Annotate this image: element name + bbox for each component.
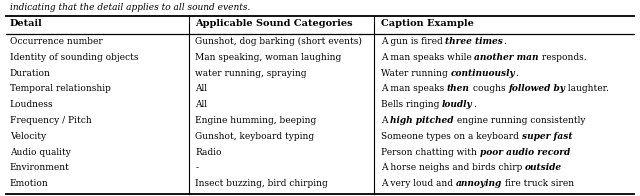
Text: laughter.: laughter. [565,84,609,93]
Text: Environment: Environment [10,163,70,172]
Text: -: - [195,163,198,172]
Text: high pitched: high pitched [390,116,454,125]
Text: Gunshot, dog barking (short events): Gunshot, dog barking (short events) [195,37,362,46]
Text: A man speaks: A man speaks [381,84,447,93]
Text: fire truck siren: fire truck siren [502,179,574,188]
Text: Occurrence number: Occurrence number [10,37,102,46]
Text: Water running: Water running [381,69,451,78]
Text: .: . [503,37,506,46]
Text: super fast: super fast [522,132,572,141]
Text: Man speaking, woman laughing: Man speaking, woman laughing [195,53,342,62]
Text: another man: another man [474,53,539,62]
Text: then: then [447,84,470,93]
Text: responds.: responds. [539,53,586,62]
Text: Someone types on a keyboard: Someone types on a keyboard [381,132,522,141]
Text: Gunshot, keyboard typing: Gunshot, keyboard typing [195,132,314,141]
Text: Bells ringing: Bells ringing [381,100,442,109]
Text: Insect buzzing, bird chirping: Insect buzzing, bird chirping [195,179,328,188]
Text: Audio quality: Audio quality [10,148,70,157]
Text: annoying: annoying [456,179,502,188]
Text: Duration: Duration [10,69,51,78]
Text: Person chatting with: Person chatting with [381,148,479,157]
Text: continuously: continuously [451,69,515,78]
Text: All: All [195,84,207,93]
Text: A: A [381,116,390,125]
Text: Engine humming, beeping: Engine humming, beeping [195,116,316,125]
Text: Frequency / Pitch: Frequency / Pitch [10,116,92,125]
Text: Applicable Sound Categories: Applicable Sound Categories [195,19,353,28]
Text: A man speaks while: A man speaks while [381,53,474,62]
Text: Loudness: Loudness [10,100,53,109]
Text: water running, spraying: water running, spraying [195,69,307,78]
Text: three times: three times [445,37,503,46]
Text: A very loud and: A very loud and [381,179,456,188]
Text: followed by: followed by [508,84,565,93]
Text: Emotion: Emotion [10,179,49,188]
Text: Velocity: Velocity [10,132,45,141]
Text: Temporal relationship: Temporal relationship [10,84,111,93]
Text: loudly: loudly [442,100,473,109]
Text: A gun is fired: A gun is fired [381,37,445,46]
Text: A horse neighs and birds chirp: A horse neighs and birds chirp [381,163,525,172]
Text: Identity of sounding objects: Identity of sounding objects [10,53,138,62]
Text: poor audio record: poor audio record [479,148,570,157]
Text: Radio: Radio [195,148,221,157]
Text: .: . [473,100,476,109]
Text: .: . [515,69,518,78]
Text: All: All [195,100,207,109]
Text: Caption Example: Caption Example [381,19,474,28]
Text: outside: outside [525,163,562,172]
Text: coughs: coughs [470,84,508,93]
Text: Detail: Detail [10,19,42,28]
Text: engine running consistently: engine running consistently [454,116,585,125]
Text: indicating that the detail applies to all sound events.: indicating that the detail applies to al… [10,3,250,12]
